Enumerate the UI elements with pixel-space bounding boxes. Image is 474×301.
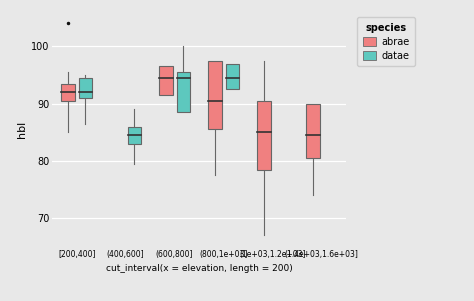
Bar xyxy=(128,126,141,144)
Bar xyxy=(61,84,75,101)
Bar xyxy=(306,104,319,158)
Bar xyxy=(79,78,92,98)
Y-axis label: hbl: hbl xyxy=(17,121,27,138)
Bar xyxy=(176,72,190,112)
Bar xyxy=(226,64,239,89)
X-axis label: cut_interval(x = elevation, length = 200): cut_interval(x = elevation, length = 200… xyxy=(106,264,292,273)
Bar xyxy=(257,101,271,169)
Legend: abrae, datae: abrae, datae xyxy=(357,17,415,66)
Bar xyxy=(208,61,222,129)
Bar xyxy=(159,67,173,95)
